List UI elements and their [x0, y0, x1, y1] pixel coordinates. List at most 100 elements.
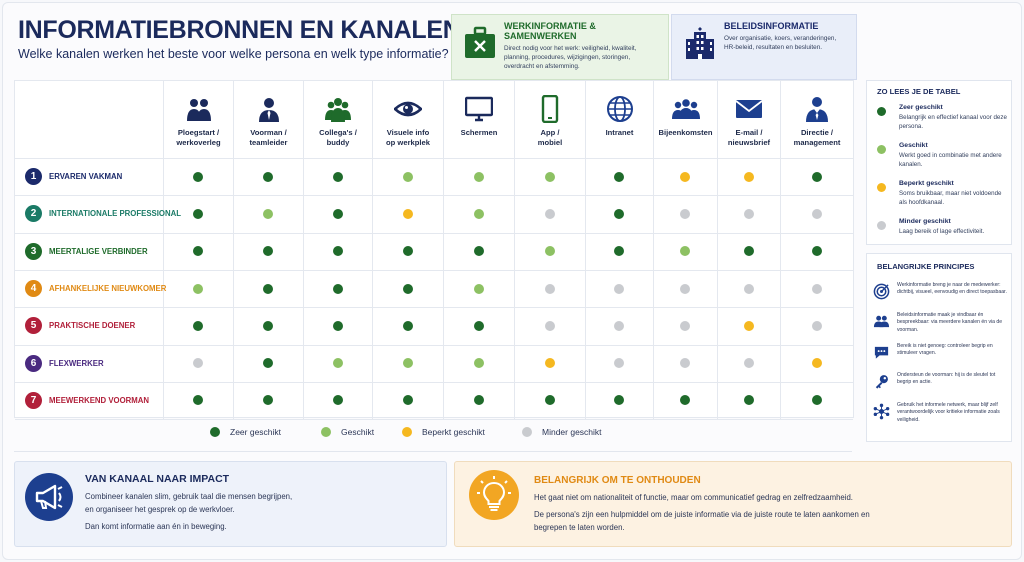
rating-dot	[544, 358, 555, 369]
page-subtitle: Welke kanalen werken het beste voor welk…	[18, 47, 449, 61]
channel-persona-matrix: Ploegstart / werkoverleg Voorman / teamleid…	[14, 80, 854, 421]
legend-dot	[210, 427, 220, 437]
persona-number-badge: 5	[25, 317, 42, 335]
impact-line: en organiseer het gesprek op de werkvloe…	[85, 505, 235, 514]
impact-title: VAN KANAAL NAAR IMPACT	[85, 473, 230, 485]
how-to-read-item-desc: Werkt goed in combinatie met andere kana…	[899, 152, 1002, 168]
channel-label: Bijeenkomsten	[654, 128, 717, 138]
principle-text: Werkinformatie breng je naar de medewerk…	[897, 282, 1007, 296]
rating-dot	[263, 171, 273, 182]
rating-dot	[811, 208, 822, 219]
persona-name: MEERTALIGE VERBINDER	[49, 246, 148, 256]
envelope-icon	[735, 100, 763, 118]
rating-dot	[614, 358, 624, 369]
persona-name: MEEWERKEND VOORMAN	[49, 395, 150, 405]
persona-number-badge: 2	[25, 205, 42, 223]
channel-label-line: Directie /	[800, 128, 834, 137]
rating-dot	[193, 208, 203, 219]
page-title: INFORMATIEBRONNEN EN KANALEN	[18, 16, 461, 44]
rating-dot	[332, 395, 343, 406]
rating-dot	[743, 358, 754, 369]
legend-item: Zeer geschikt	[210, 427, 281, 437]
impact-box: VAN KANAAL NAAR IMPACT Combineer kanalen…	[14, 461, 447, 547]
remember-box: BELANGRIJK OM TE ONTHOUDEN Het gaat niet…	[454, 461, 1012, 547]
persona-row: 1 ERVAREN VAKMAN	[15, 158, 122, 195]
globe-icon	[606, 96, 633, 122]
rating-dot	[811, 171, 822, 182]
persona-row: 3 MEERTALIGE VERBINDER	[15, 233, 148, 270]
legend-dot	[522, 427, 532, 437]
persona-number-badge: 1	[25, 168, 42, 185]
rating-dot	[614, 320, 624, 331]
channel-label-line: nieuwsbrief	[727, 138, 771, 147]
channel-label-line: Bijeenkomsten	[658, 128, 713, 137]
channel-header: Intranet	[585, 81, 653, 420]
channel-label-line: buddy	[326, 138, 350, 147]
persona-row: 5 PRAKTISCHE DOENER	[15, 307, 135, 344]
rating-dot	[811, 320, 822, 331]
work-info-box: WERKINFORMATIE & SAMENWERKEN Direct nodi…	[451, 14, 669, 80]
rating-dot	[544, 246, 555, 257]
channel-header: Voorman / teamleider	[233, 81, 303, 420]
rating-dot	[193, 395, 203, 406]
remember-line: Het gaat niet om nationaliteit of functi…	[534, 493, 853, 502]
rating-dot	[332, 283, 343, 294]
remember-line: De persona's zijn een hulpmiddel om de j…	[534, 510, 870, 519]
rating-dot	[544, 283, 555, 294]
channel-label-line: E-mail /	[735, 128, 763, 137]
row-divider	[15, 344, 853, 346]
rating-dot	[811, 395, 822, 406]
principle-text: Ondersteun de voorman: hij is de sleutel…	[897, 372, 996, 386]
rating-dot	[473, 208, 484, 219]
channel-label-line: op werkplek	[386, 138, 430, 147]
rating-dot	[193, 171, 203, 182]
channel-header: Directie / management	[780, 81, 853, 420]
rating-dot	[680, 171, 690, 182]
persona-name: PRAKTISCHE DOENER	[49, 321, 136, 331]
rating-dot	[811, 358, 822, 369]
channel-label: Voorman / teamleider	[234, 128, 303, 148]
rating-dot	[614, 171, 624, 182]
rating-dot	[332, 358, 343, 369]
people-icon	[873, 315, 890, 328]
persona-name: AFHANKELIJKE NIEUWKOMER	[49, 283, 167, 293]
channel-label-line: mobiel	[537, 138, 563, 147]
briefcase-icon	[465, 26, 495, 58]
rating-dot	[544, 395, 555, 406]
manager-icon	[806, 97, 828, 122]
work-info-line: planning, procedures, wijzigingen, stori…	[504, 54, 631, 61]
rating-dot	[877, 107, 886, 116]
rating-dot	[811, 246, 822, 257]
rating-dot	[680, 246, 690, 257]
rating-dot	[544, 171, 555, 182]
rating-dot	[473, 395, 484, 406]
channel-label: E-mail / nieuwsbrief	[718, 128, 780, 148]
row-divider	[15, 232, 853, 234]
policy-info-line: HR-beleid, resultaten en besluiten.	[724, 44, 823, 51]
rating-dot	[877, 221, 886, 230]
rating-dot	[263, 208, 273, 219]
persona-row: 6 FLEXWERKER	[15, 345, 104, 382]
channel-label: Ploegstart / werkoverleg	[164, 128, 233, 148]
channel-header: E-mail / nieuwsbrief	[717, 81, 780, 420]
how-to-read-item-title: Minder geschikt	[899, 218, 951, 225]
lightbulb-icon	[469, 470, 519, 520]
rating-dot	[811, 283, 822, 294]
rating-dot	[743, 320, 754, 331]
rating-dot	[877, 145, 886, 154]
persona-name: FLEXWERKER	[49, 358, 104, 368]
chat-icon	[874, 346, 889, 359]
section-divider	[14, 451, 852, 452]
legend-item: Beperkt geschikt	[402, 427, 485, 437]
rating-dot	[544, 320, 555, 331]
channel-header: Schermen	[443, 81, 514, 420]
rating-dot	[402, 283, 413, 294]
how-to-read-item-title: Beperkt geschikt	[899, 180, 954, 187]
rating-dot	[402, 358, 413, 369]
principle-text: Bereik is niet genoeg: controleer begrip…	[897, 343, 993, 357]
legend-label: Zeer geschikt	[230, 427, 282, 437]
legend-dot	[321, 427, 331, 437]
rating-dot	[402, 246, 413, 257]
work-info-title: WERKINFORMATIE & SAMENWERKEN	[504, 21, 596, 41]
rating-dot	[680, 283, 690, 294]
